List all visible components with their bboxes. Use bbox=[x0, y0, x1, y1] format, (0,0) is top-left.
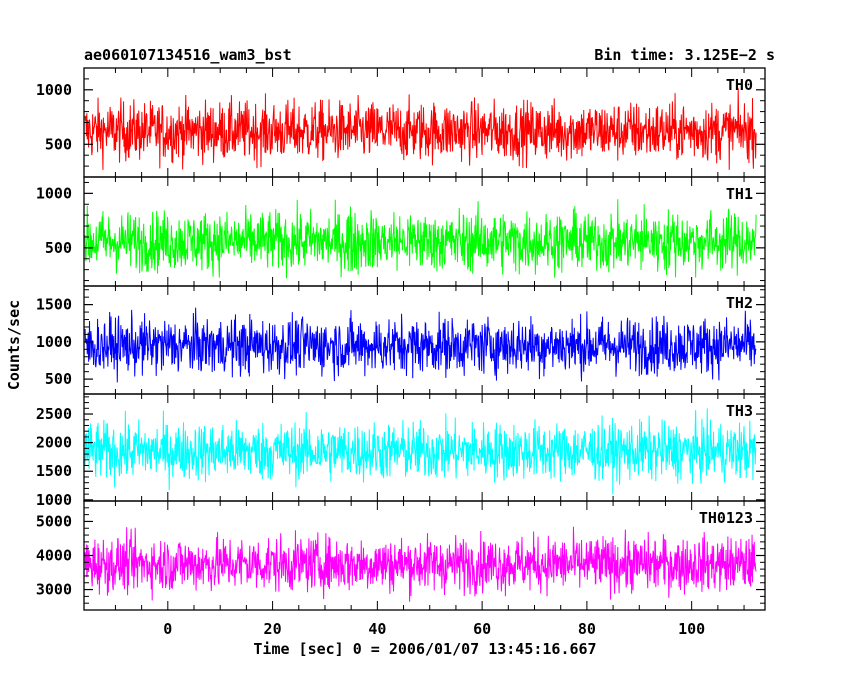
x-tick-label: 60 bbox=[473, 620, 491, 638]
panels-group: 500 1000 TH0 500 1000 TH1 500 1000 1500 TH2 1000 15… bbox=[36, 67, 766, 611]
y-axis-label: Counts/sec bbox=[5, 300, 23, 390]
y-tick-label: 1000 bbox=[36, 81, 72, 99]
series-th1-line bbox=[84, 199, 757, 279]
y-tick-label: 1500 bbox=[36, 296, 72, 314]
x-tick-label: 0 bbox=[163, 620, 172, 638]
y-tick-label: 1500 bbox=[36, 462, 72, 480]
x-tick-label: 40 bbox=[368, 620, 386, 638]
y-tick-label: 3000 bbox=[36, 581, 72, 599]
series-th0-line bbox=[84, 88, 757, 170]
series-th2-line bbox=[84, 307, 757, 383]
bin-time-label: Bin time: 3.125E−2 s bbox=[594, 46, 775, 64]
y-tick-label: 1000 bbox=[36, 184, 72, 202]
panel-name-label: TH0123 bbox=[699, 509, 753, 527]
x-axis-label: Time [sec] 0 = 2006/01/07 13:45:16.667 bbox=[253, 640, 596, 658]
panel-name-label: TH0 bbox=[726, 76, 753, 94]
series-th3-line bbox=[84, 408, 757, 495]
y-tick-label: 5000 bbox=[36, 512, 72, 530]
panel-name-label: TH1 bbox=[726, 185, 753, 203]
y-tick-label: 1000 bbox=[36, 333, 72, 351]
y-tick-label: 2000 bbox=[36, 434, 72, 452]
x-axis: 0 20 40 60 80 100 bbox=[163, 620, 705, 638]
y-tick-label: 500 bbox=[45, 370, 72, 388]
x-tick-label: 80 bbox=[578, 620, 596, 638]
panel-th1: 500 1000 TH1 bbox=[36, 176, 766, 287]
panel-th2: 500 1000 1500 TH2 bbox=[36, 285, 766, 395]
x-tick-label: 20 bbox=[264, 620, 282, 638]
y-tick-label: 2500 bbox=[36, 405, 72, 423]
series-th0123-line bbox=[84, 526, 757, 602]
panel-name-label: TH2 bbox=[726, 294, 753, 312]
y-tick-label: 500 bbox=[45, 135, 72, 153]
panel-name-label: TH3 bbox=[726, 402, 753, 420]
y-tick-label: 4000 bbox=[36, 547, 72, 565]
panel-th0123: 3000 4000 5000 TH0123 bbox=[36, 500, 766, 611]
panel-th3: 1000 1500 2000 2500 TH3 bbox=[36, 393, 766, 509]
y-tick-label: 500 bbox=[45, 239, 72, 257]
chart-title: ae060107134516_wam3_bst bbox=[84, 46, 292, 64]
x-tick-label: 100 bbox=[678, 620, 705, 638]
y-tick-label: 1000 bbox=[36, 491, 72, 509]
panel-th0: 500 1000 TH0 bbox=[36, 67, 766, 178]
